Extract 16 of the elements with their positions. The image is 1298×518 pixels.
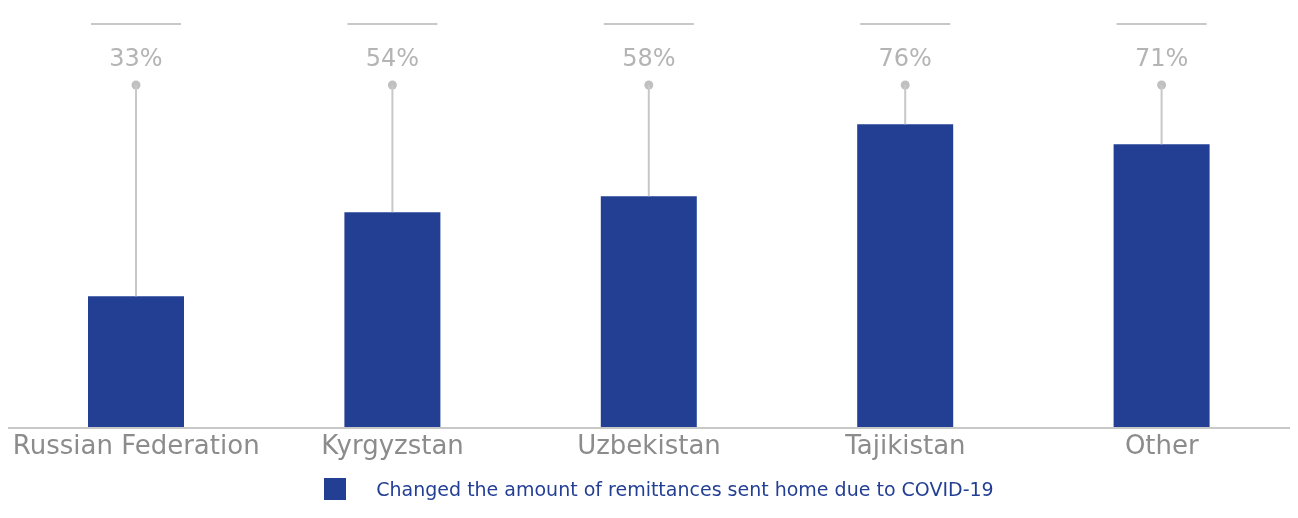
data-label: 71% [1134, 44, 1189, 72]
bar [600, 196, 697, 428]
data-label: 33% [109, 44, 163, 72]
x-tick-label: Kyrgyzstan [321, 430, 464, 461]
bar [344, 212, 441, 428]
bar [1113, 144, 1210, 428]
data-label: 58% [622, 44, 676, 72]
bar [88, 296, 184, 428]
data-label: 76% [878, 44, 932, 72]
data-label: 54% [365, 44, 420, 72]
legend-label: Changed the amount of remittances sent home due to COVID-19 [376, 478, 994, 500]
bar [857, 124, 954, 428]
x-tick-label: Uzbekistan [577, 430, 721, 461]
x-tick-label: Tajikistan [844, 430, 966, 461]
x-tick-label: Russian Federation [12, 430, 260, 461]
x-tick-label: Other [1124, 430, 1200, 461]
